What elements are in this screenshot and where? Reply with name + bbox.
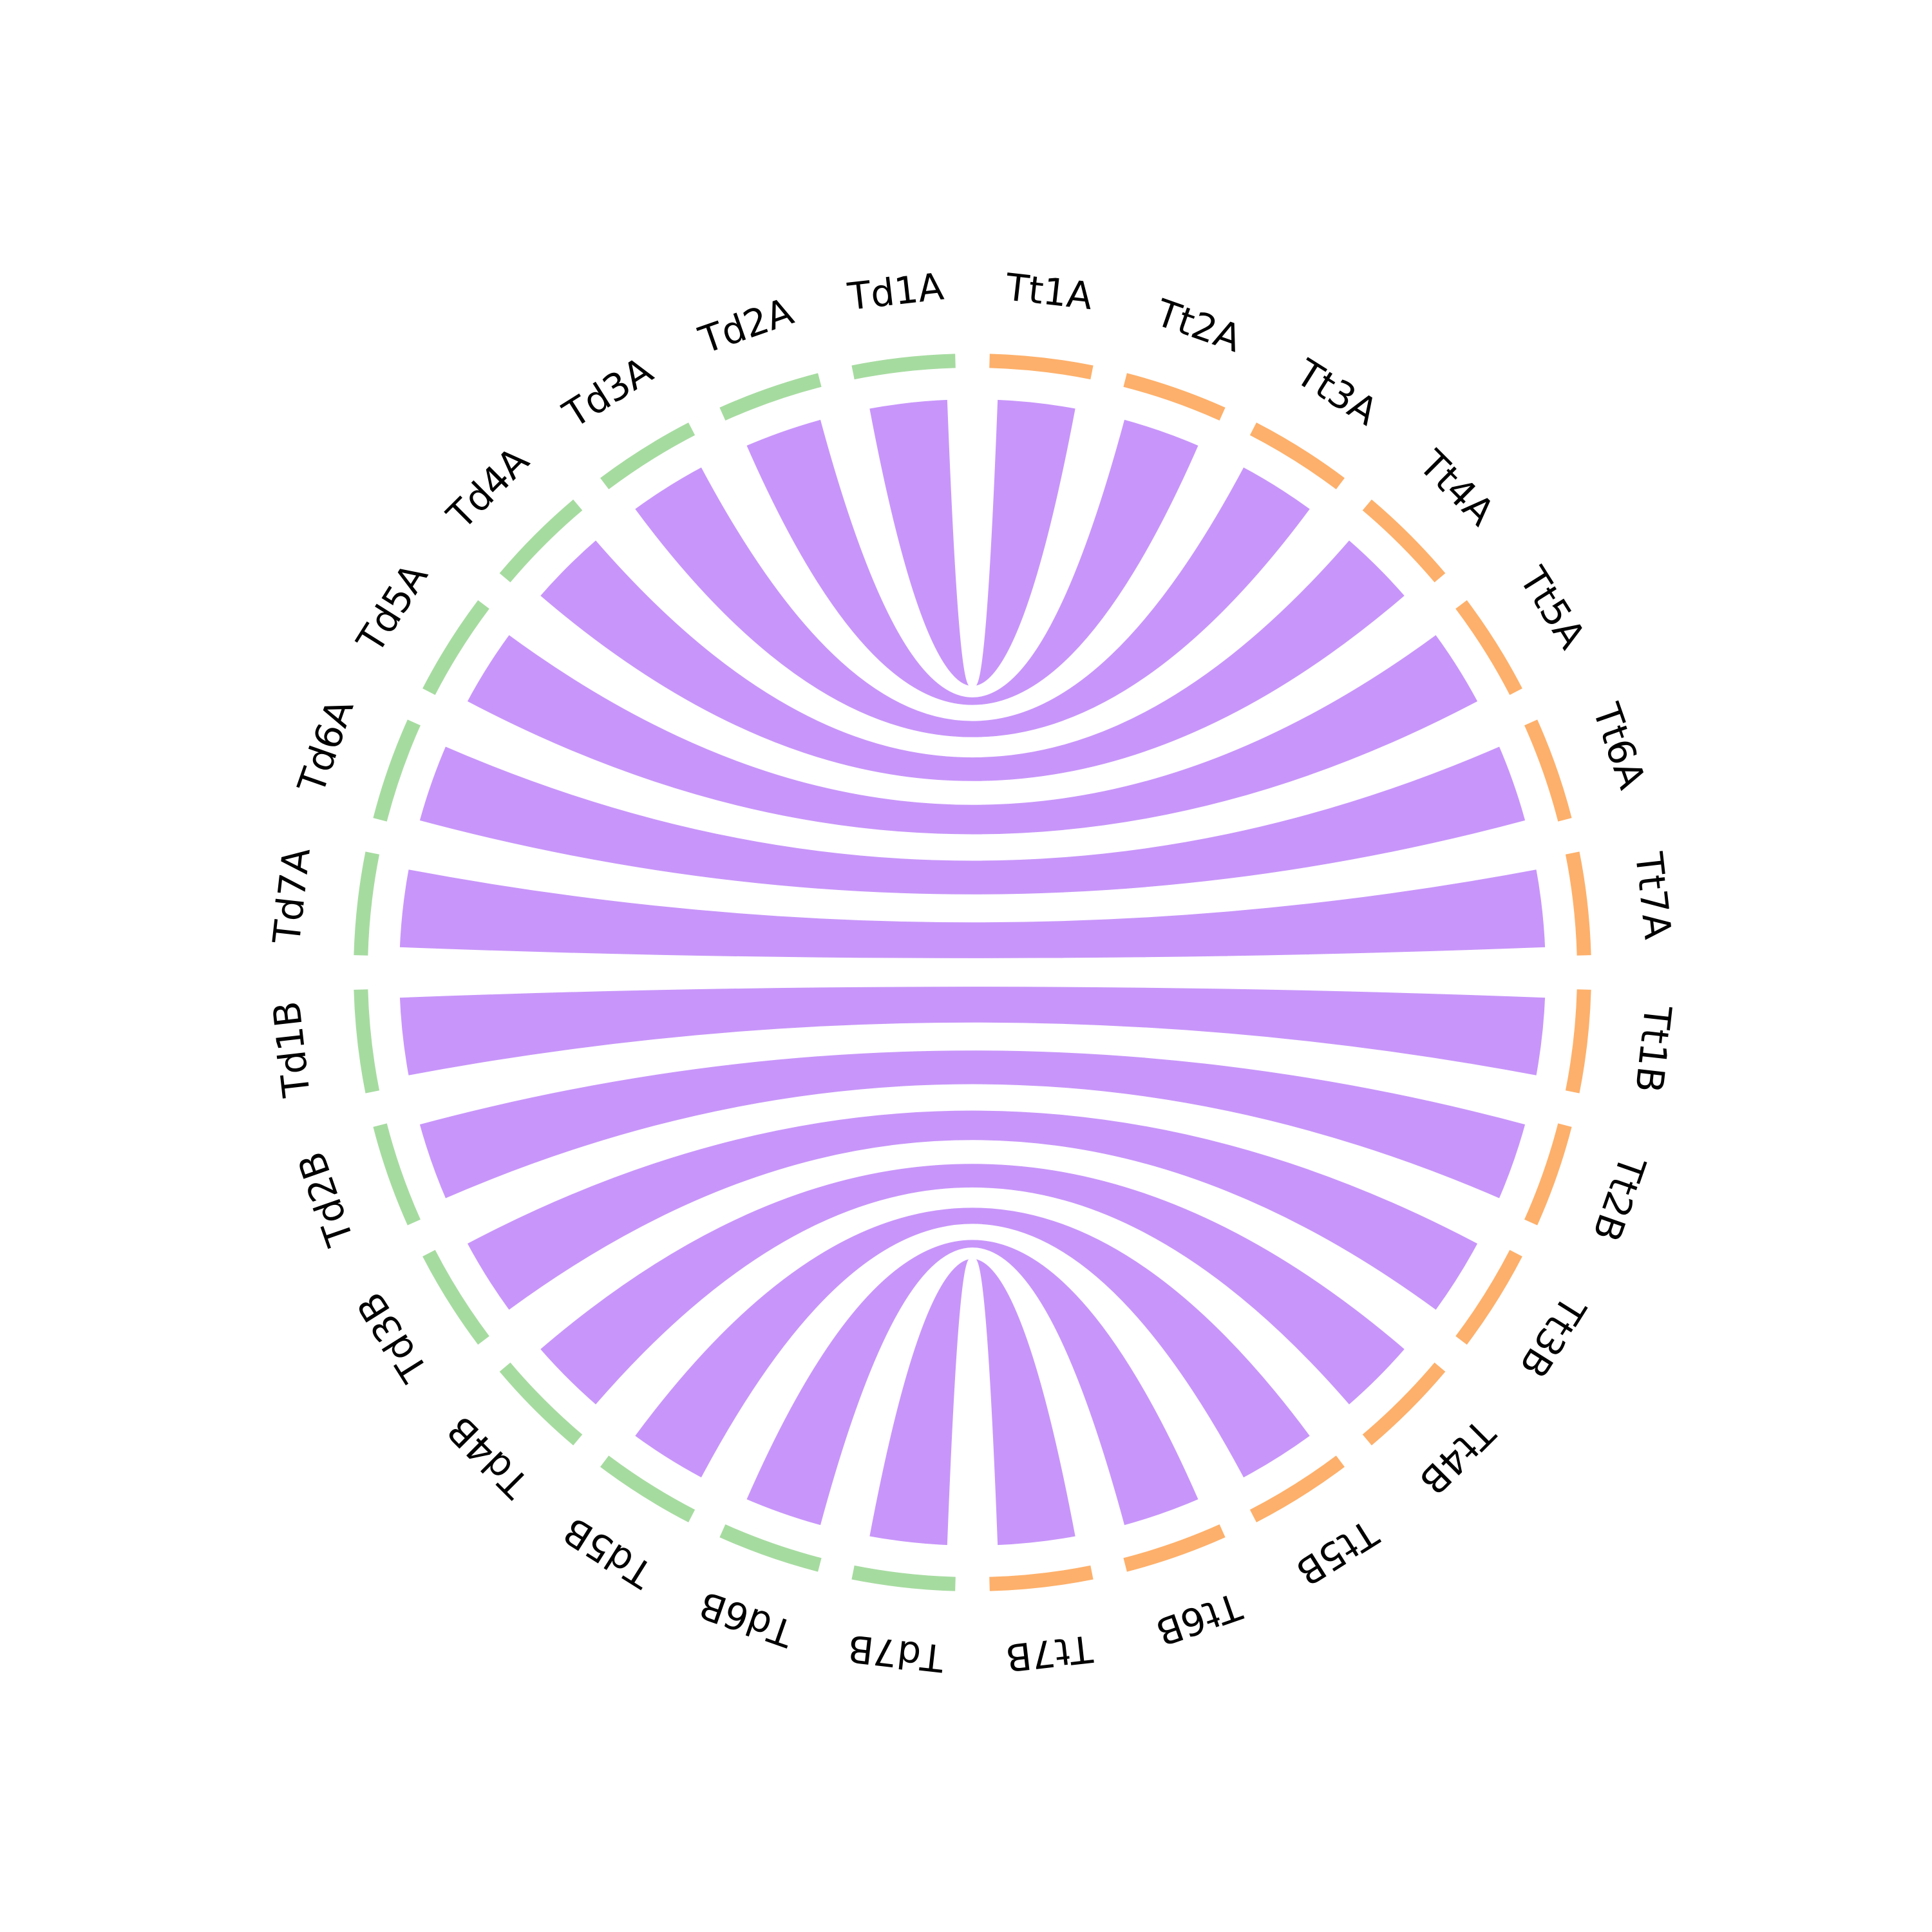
link-Td6A-Tt6A — [412, 739, 1533, 901]
segment-label-Td3A: Td3A — [555, 348, 660, 437]
link-Td4B-Tt4B — [533, 1157, 1412, 1412]
segment-label-Tt5A: Tt5A — [1511, 559, 1595, 656]
segment-arc-Tt3B — [1455, 1249, 1522, 1345]
segment-arc-Tt3A — [1249, 422, 1345, 489]
link-Td4A-Tt4A — [533, 533, 1412, 788]
segment-arc-Td5B — [600, 1455, 696, 1522]
segment-arc-Td4A — [499, 499, 583, 583]
segment-arc-Tt7A — [1565, 851, 1591, 956]
segment-arc-Tt5A — [1455, 600, 1522, 696]
link-Td2B-Tt2B — [412, 1044, 1533, 1206]
link-Td5B-Tt5B — [627, 1201, 1318, 1485]
segment-arc-Tt5B — [1249, 1455, 1345, 1522]
segment-arc-Td6B — [719, 1524, 822, 1572]
segment-arc-Td6A — [373, 719, 421, 822]
segment-label-Td1A: Td1A — [845, 265, 946, 319]
segment-label-Tt4A: Tt4A — [1410, 441, 1503, 534]
segment-label-Tt6A: Tt6A — [1584, 697, 1654, 795]
segment-arc-Td1B — [354, 989, 380, 1094]
segment-arcs — [354, 354, 1591, 1591]
segment-arc-Tt7B — [989, 1565, 1094, 1591]
segment-label-Tt1B: Tt1B — [1627, 1003, 1680, 1095]
segment-label-Tt1A: Tt1A — [1003, 265, 1095, 318]
link-Td7A-Tt7A — [393, 862, 1552, 965]
segment-label-Tt7B: Tt7B — [1003, 1627, 1095, 1680]
segment-label-Tt3A: Tt3A — [1288, 350, 1385, 434]
segment-label-Tt6B: Tt6B — [1150, 1584, 1247, 1654]
segment-arc-Tt2A — [1123, 373, 1226, 421]
segment-arc-Td1A — [851, 354, 956, 380]
segment-label-Td4A: Td4A — [438, 439, 537, 538]
segment-label-Tt5B: Tt5B — [1289, 1511, 1386, 1595]
chord-links — [393, 393, 1552, 1552]
segment-label-Td2B: Td2B — [289, 1146, 363, 1252]
segment-label-Tt3B: Tt3B — [1511, 1288, 1595, 1385]
segment-label-Td4B: Td4B — [439, 1408, 538, 1507]
segment-arc-Td2B — [373, 1123, 421, 1226]
segment-arc-Td3A — [600, 422, 696, 489]
segment-arc-Td2A — [719, 373, 822, 421]
segment-arc-Tt4A — [1362, 499, 1446, 583]
segment-label-Td7B: Td7B — [846, 1626, 947, 1680]
segment-arc-Td7A — [354, 851, 380, 956]
segment-label-Td2A: Td2A — [693, 289, 799, 363]
link-Td1A-Tt1A — [862, 393, 1083, 692]
link-Td2A-Tt2A — [739, 412, 1206, 712]
segment-arc-Td7B — [851, 1565, 956, 1591]
link-Td3B-Tt3B — [460, 1104, 1485, 1318]
link-Td3A-Tt3A — [627, 460, 1318, 744]
link-Td6B-Tt6B — [739, 1233, 1206, 1533]
segment-label-Tt2B: Tt2B — [1584, 1150, 1654, 1247]
segment-arc-Tt1A — [989, 354, 1094, 380]
segment-arc-Tt4B — [1362, 1362, 1446, 1446]
segment-arc-Tt6A — [1524, 719, 1572, 822]
link-Td5A-Tt5A — [460, 627, 1485, 841]
segment-arc-Tt2B — [1524, 1123, 1572, 1226]
segment-label-Td6B: Td6B — [694, 1583, 799, 1656]
segment-label-Tt2A: Tt2A — [1150, 290, 1247, 361]
segment-arc-Td4B — [499, 1362, 583, 1446]
segment-label-Td1B: Td1B — [265, 999, 319, 1100]
segment-arc-Td3B — [422, 1249, 489, 1345]
segment-arc-Td5A — [422, 600, 489, 696]
link-Td7B-Tt7B — [862, 1253, 1083, 1552]
segment-label-Td6A: Td6A — [289, 694, 363, 799]
segment-label-Tt4B: Tt4B — [1411, 1410, 1504, 1503]
segment-arc-Tt1B — [1565, 989, 1591, 1094]
segment-label-Td3B: Td3B — [348, 1285, 437, 1390]
link-Td1B-Tt1B — [393, 980, 1552, 1083]
segment-label-Td5B: Td5B — [556, 1508, 661, 1596]
segment-label-Td7A: Td7A — [265, 846, 319, 947]
segment-label-Td5A: Td5A — [348, 556, 436, 661]
segment-label-Tt7A: Tt7A — [1627, 849, 1680, 942]
segment-arc-Tt6B — [1123, 1524, 1226, 1572]
